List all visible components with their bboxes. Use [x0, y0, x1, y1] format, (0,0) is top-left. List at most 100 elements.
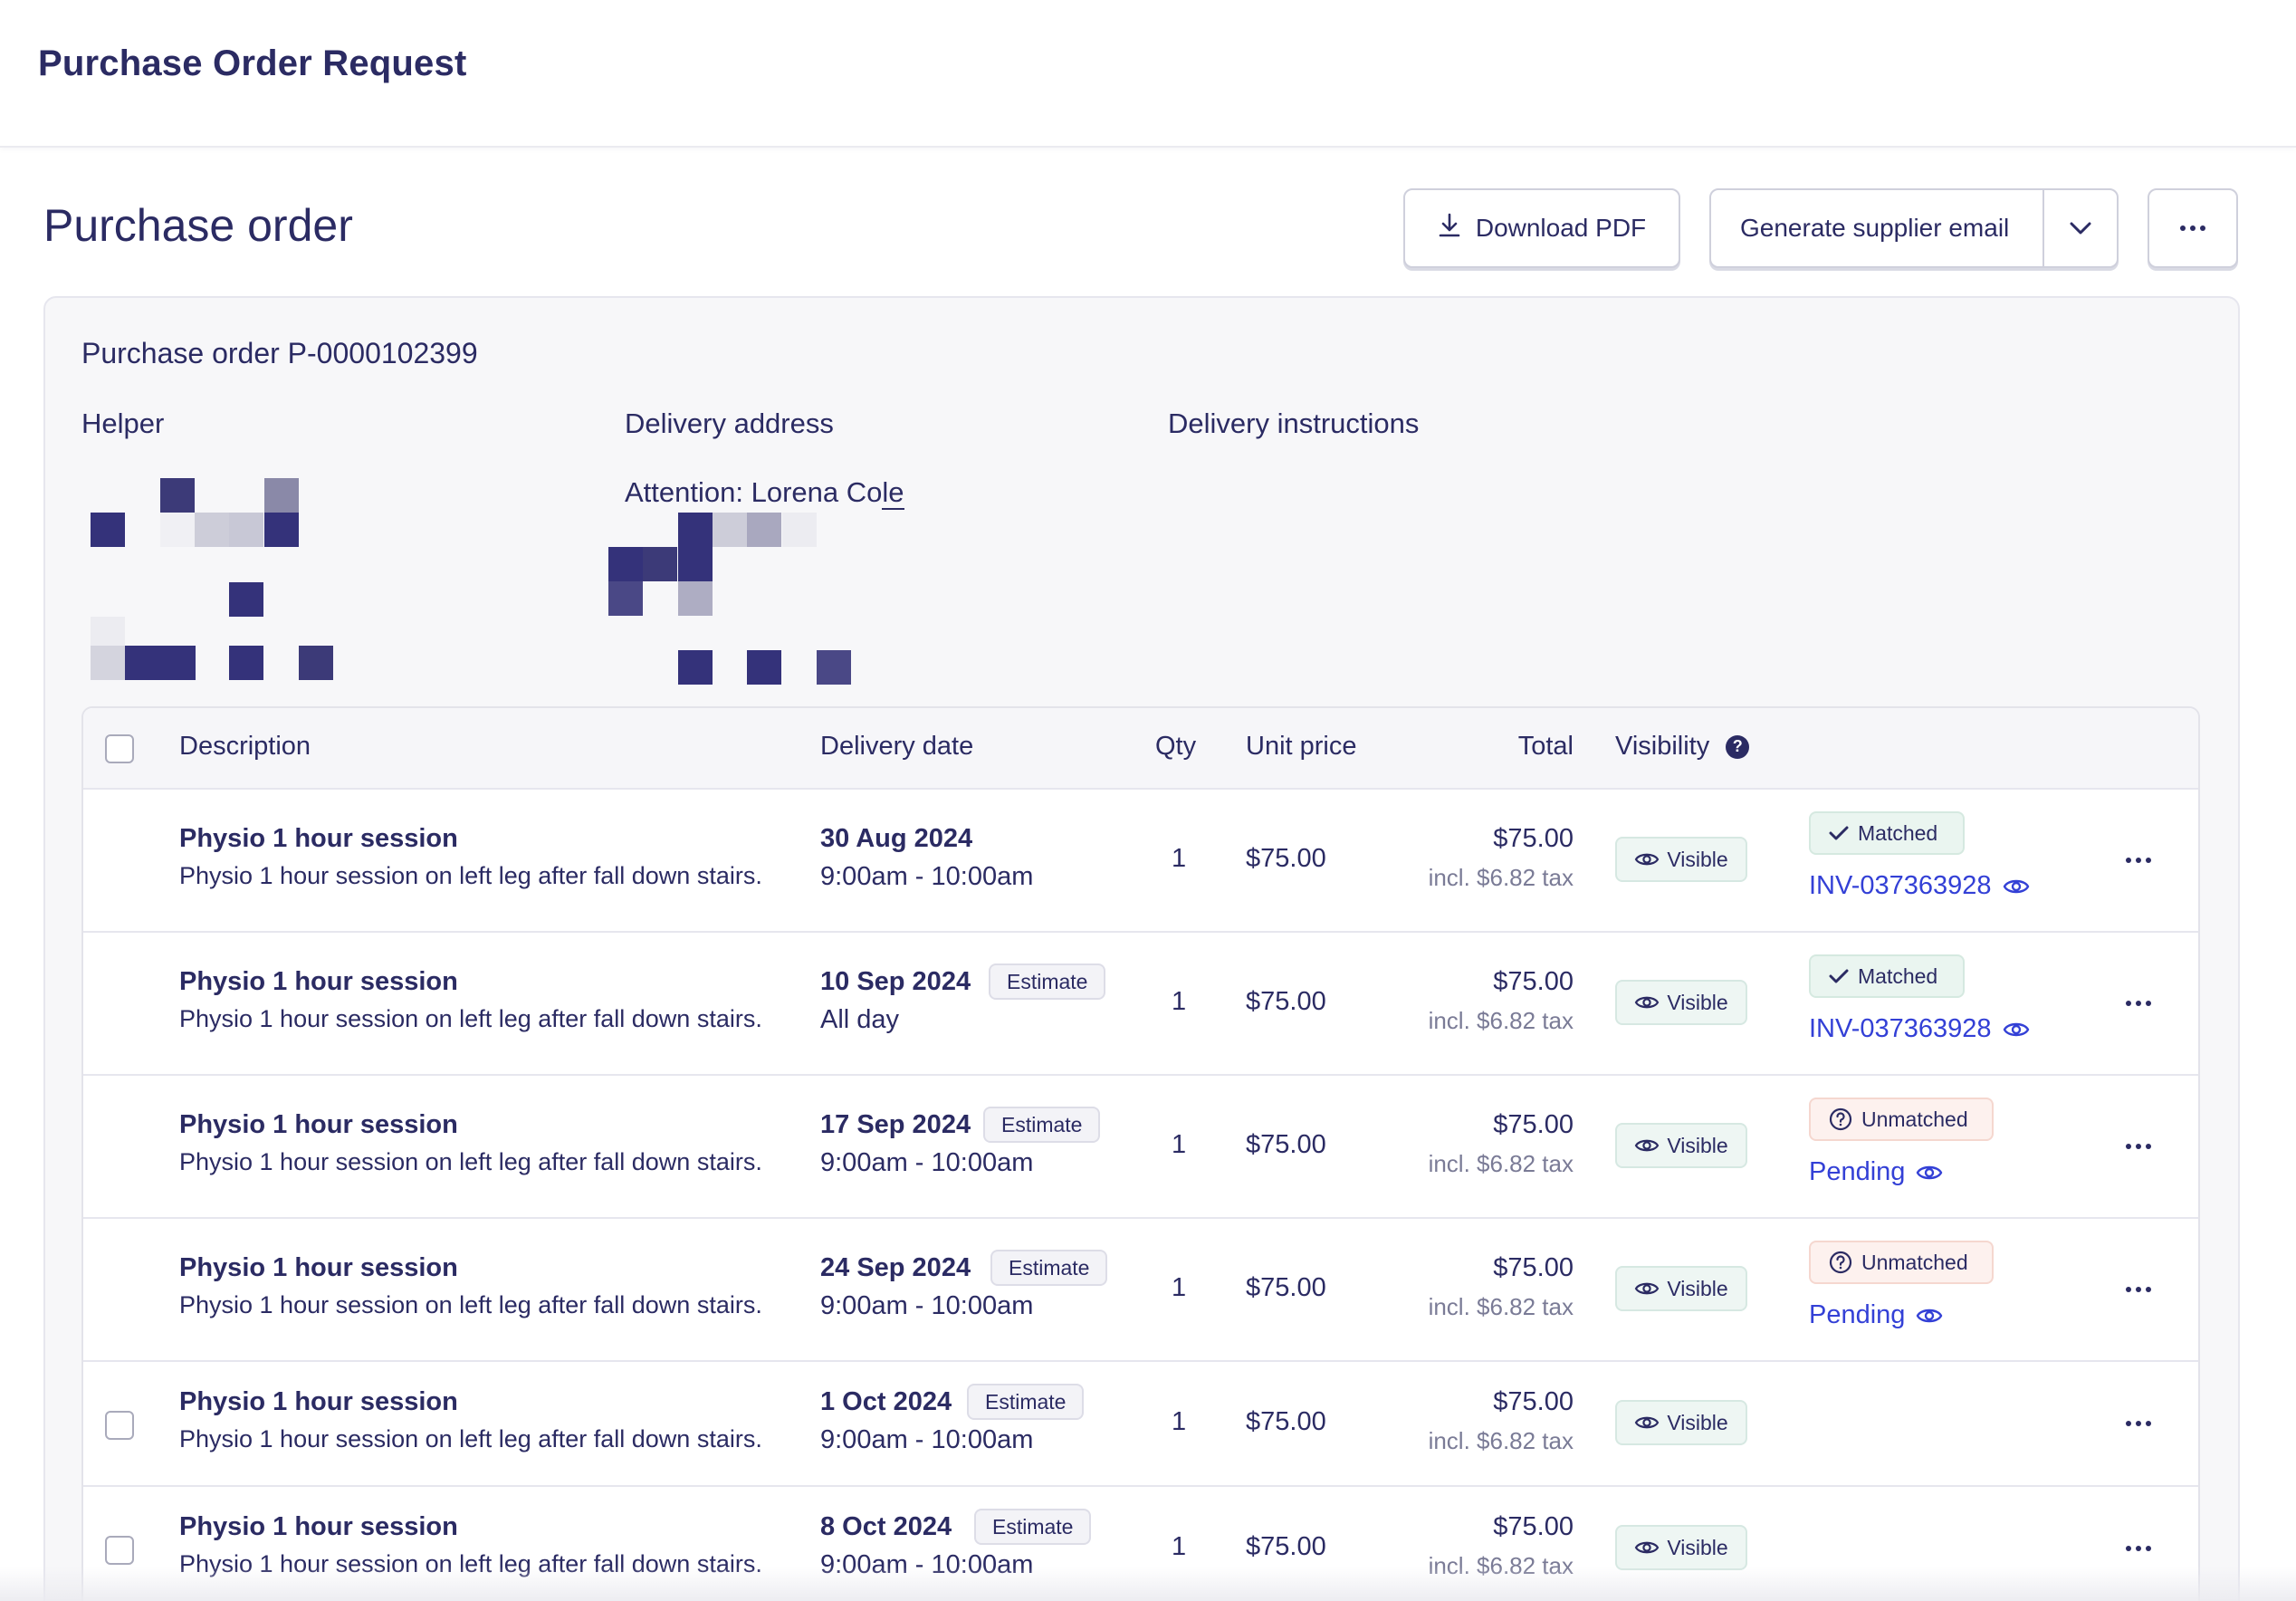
- attention-line: Attention: Lorena Cole: [625, 476, 904, 510]
- delivery-date: 24 Sep 2024: [820, 1253, 971, 1282]
- table-header: Description Delivery date Qty Unit price…: [83, 708, 2198, 790]
- row-more-button[interactable]: [2111, 1128, 2166, 1165]
- delivery-time: 9:00am - 10:00am: [820, 1291, 1034, 1320]
- estimate-badge: Estimate: [967, 1384, 1085, 1420]
- more-icon: [2180, 225, 2205, 231]
- tax-amount: incl. $6.82 tax: [1428, 1150, 1574, 1177]
- eye-icon: [1635, 1541, 1660, 1554]
- email-options-dropdown[interactable]: [2042, 190, 2117, 266]
- line-total: $75.00: [1493, 967, 1574, 996]
- column-unit-price: Unit price: [1246, 732, 1357, 761]
- delivery-time: 9:00am - 10:00am: [820, 1425, 1034, 1454]
- delivery-date: 30 Aug 2024: [820, 824, 973, 853]
- delivery-date: 1 Oct 2024: [820, 1387, 952, 1416]
- row-more-button[interactable]: [2111, 1271, 2166, 1308]
- invoice-label[interactable]: INV-037363928: [1809, 871, 1992, 900]
- status-badge: Matched: [1809, 811, 1965, 855]
- check-icon: [1829, 969, 1849, 983]
- table-row: Physio 1 hour session Physio 1 hour sess…: [83, 1076, 2198, 1219]
- app-header: Purchase Order Request: [0, 0, 2296, 148]
- eye-icon: [1635, 996, 1660, 1009]
- visibility-badge[interactable]: Visible: [1615, 1525, 1747, 1570]
- download-pdf-button[interactable]: Download PDF: [1403, 188, 1680, 268]
- invoice-label[interactable]: Pending: [1809, 1157, 1906, 1186]
- visibility-badge[interactable]: Visible: [1615, 1400, 1747, 1445]
- eye-icon[interactable]: [2003, 877, 2030, 896]
- invoice-link[interactable]: INV-037363928: [1809, 1014, 2030, 1044]
- table-row: Physio 1 hour session Physio 1 hour sess…: [83, 1219, 2198, 1362]
- visibility-label: Visible: [1667, 1133, 1728, 1157]
- tax-amount: incl. $6.82 tax: [1428, 1007, 1574, 1034]
- eye-icon: [1635, 1416, 1660, 1429]
- line-total: $75.00: [1493, 1387, 1574, 1416]
- status-label: Matched: [1858, 820, 1938, 845]
- estimate-badge: Estimate: [983, 1107, 1101, 1143]
- line-items-table: Description Delivery date Qty Unit price…: [81, 706, 2200, 1601]
- column-delivery-date: Delivery date: [820, 732, 974, 761]
- line-total: $75.00: [1493, 1110, 1574, 1139]
- visibility-label: Visible: [1667, 1535, 1728, 1559]
- line-total: $75.00: [1493, 1253, 1574, 1282]
- bottom-fade: [0, 1567, 2296, 1601]
- visibility-badge[interactable]: Visible: [1615, 837, 1747, 882]
- item-title: Physio 1 hour session: [179, 1387, 458, 1416]
- generate-supplier-email-button[interactable]: Generate supplier email: [1709, 188, 2119, 268]
- help-icon[interactable]: ?: [1726, 734, 1750, 759]
- tax-amount: incl. $6.82 tax: [1428, 1427, 1574, 1454]
- chevron-down-icon: [2070, 222, 2091, 235]
- visibility-label: Visible: [1667, 847, 1728, 871]
- invoice-label[interactable]: Pending: [1809, 1300, 1906, 1329]
- visibility-badge[interactable]: Visible: [1615, 1123, 1747, 1168]
- row-checkbox[interactable]: [105, 1536, 134, 1565]
- column-qty: Qty: [1155, 732, 1197, 761]
- eye-icon: [1635, 1282, 1660, 1295]
- delivery-time: 9:00am - 10:00am: [820, 1148, 1034, 1177]
- item-title: Physio 1 hour session: [179, 1512, 458, 1541]
- item-description: Physio 1 hour session on left leg after …: [179, 1425, 762, 1452]
- quantity: 1: [1172, 844, 1187, 873]
- delivery-date: 17 Sep 2024: [820, 1110, 971, 1139]
- select-all-checkbox[interactable]: [105, 734, 134, 763]
- question-circle-icon: [1829, 1251, 1852, 1274]
- more-icon: [2126, 1546, 2151, 1551]
- row-checkbox[interactable]: [105, 1411, 134, 1440]
- status-label: Unmatched: [1861, 1250, 1968, 1274]
- more-icon: [2126, 1144, 2151, 1149]
- table-row: Physio 1 hour session Physio 1 hour sess…: [83, 1362, 2198, 1487]
- more-icon: [2126, 1001, 2151, 1006]
- eye-icon: [1635, 853, 1660, 866]
- invoice-link[interactable]: Pending: [1809, 1300, 1943, 1330]
- visibility-label: Visible: [1667, 990, 1728, 1014]
- generate-supplier-email-label[interactable]: Generate supplier email: [1740, 214, 2010, 242]
- eye-icon[interactable]: [1916, 1306, 1943, 1326]
- item-title: Physio 1 hour session: [179, 1253, 458, 1282]
- more-actions-button[interactable]: [2148, 188, 2238, 268]
- row-more-button[interactable]: [2111, 842, 2166, 878]
- item-title: Physio 1 hour session: [179, 824, 458, 853]
- invoice-label[interactable]: INV-037363928: [1809, 1014, 1992, 1043]
- unit-price: $75.00: [1246, 1407, 1326, 1436]
- invoice-link[interactable]: INV-037363928: [1809, 871, 2030, 901]
- visibility-badge[interactable]: Visible: [1615, 980, 1747, 1025]
- eye-icon[interactable]: [2003, 1020, 2030, 1040]
- download-pdf-label: Download PDF: [1475, 214, 1647, 242]
- address-redacted-image: [608, 513, 851, 685]
- eye-icon[interactable]: [1916, 1163, 1943, 1183]
- item-title: Physio 1 hour session: [179, 967, 458, 996]
- invoice-link[interactable]: Pending: [1809, 1157, 1943, 1187]
- item-description: Physio 1 hour session on left leg after …: [179, 1148, 762, 1175]
- purchase-order-number: Purchase order P-0000102399: [81, 337, 478, 369]
- eye-icon: [1635, 1139, 1660, 1152]
- visibility-badge[interactable]: Visible: [1615, 1266, 1747, 1311]
- attention-suffix: le: [882, 476, 904, 510]
- more-icon: [2126, 858, 2151, 863]
- item-title: Physio 1 hour session: [179, 1110, 458, 1139]
- row-more-button[interactable]: [2111, 1405, 2166, 1442]
- status-badge: Matched: [1809, 954, 1965, 998]
- row-more-button[interactable]: [2111, 1530, 2166, 1567]
- unit-price: $75.00: [1246, 844, 1326, 873]
- more-icon: [2126, 1421, 2151, 1426]
- quantity: 1: [1172, 1407, 1187, 1436]
- row-more-button[interactable]: [2111, 985, 2166, 1021]
